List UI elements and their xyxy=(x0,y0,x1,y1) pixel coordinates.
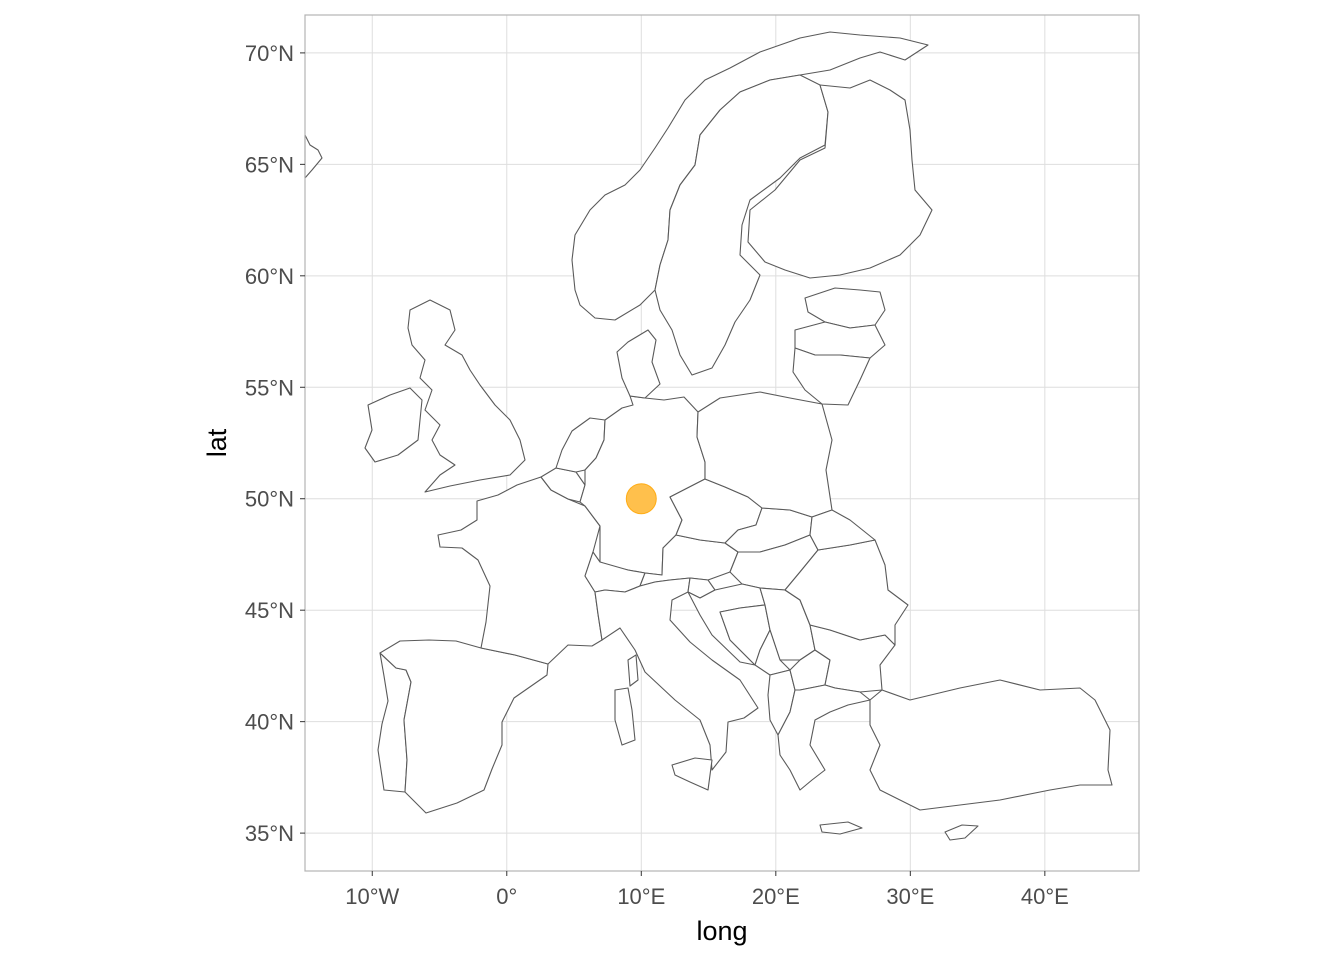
x-axis-ticks: 10°W 0° 10°E 20°E 30°E 40°E xyxy=(345,871,1069,909)
x-tick-label: 0° xyxy=(496,884,517,909)
y-tick-label: 40°N xyxy=(245,710,294,735)
country-finland xyxy=(747,79,933,279)
country-denmark xyxy=(616,329,661,399)
y-tick-label: 45°N xyxy=(245,598,294,623)
x-tick-label: 10°W xyxy=(345,884,399,909)
country-turkey xyxy=(869,679,1113,811)
island-sardinia xyxy=(614,687,636,746)
y-tick-label: 70°N xyxy=(245,41,294,66)
data-point xyxy=(625,483,657,515)
country-lithuania xyxy=(792,347,871,406)
x-tick-label: 30°E xyxy=(886,884,934,909)
country-france xyxy=(437,476,603,665)
country-spain xyxy=(379,639,549,814)
country-moldova-ukraine-edge xyxy=(809,509,876,551)
panel-border xyxy=(304,14,1140,872)
country-ireland xyxy=(364,387,423,463)
y-axis-title: lat xyxy=(202,428,232,457)
island-sicily xyxy=(671,757,713,791)
y-tick-label: 65°N xyxy=(245,152,294,177)
country-italy xyxy=(594,577,759,771)
x-tick-label: 40°E xyxy=(1021,884,1069,909)
island-corsica xyxy=(627,654,639,687)
data-points xyxy=(625,483,657,515)
iceland-edge xyxy=(304,134,323,179)
y-tick-label: 60°N xyxy=(245,264,294,289)
island-cyprus xyxy=(944,824,979,841)
x-tick-label: 10°E xyxy=(617,884,665,909)
y-axis-ticks: 35°N 40°N 45°N 50°N 55°N 60°N 65°N 70°N xyxy=(245,41,305,846)
country-sweden xyxy=(654,74,829,376)
country-estonia xyxy=(804,287,886,329)
y-tick-label: 35°N xyxy=(245,821,294,846)
europe-base-map xyxy=(304,31,1113,841)
island-crete xyxy=(819,821,863,835)
x-tick-label: 20°E xyxy=(752,884,800,909)
y-tick-label: 55°N xyxy=(245,375,294,400)
y-tick-label: 50°N xyxy=(245,487,294,512)
country-greece xyxy=(777,684,871,791)
country-great-britain xyxy=(407,299,526,493)
x-axis-title: long xyxy=(696,916,747,946)
